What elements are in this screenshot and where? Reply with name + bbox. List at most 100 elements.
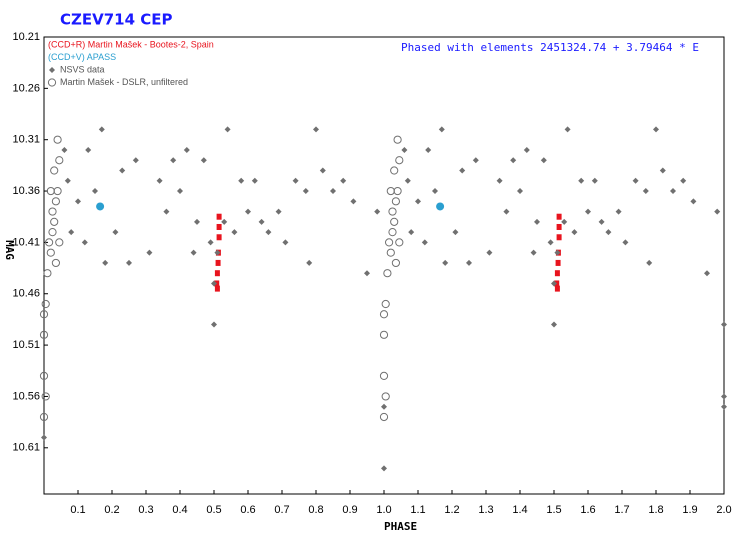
x-tick-label: 0.9	[342, 504, 357, 516]
point	[432, 188, 438, 195]
x-tick-label: 1.2	[444, 504, 459, 516]
x-tick-label: 0.7	[274, 504, 289, 516]
point	[258, 218, 265, 225]
legend-label: NSVS data	[60, 64, 105, 74]
point	[39, 310, 49, 319]
point	[190, 249, 197, 256]
point	[216, 223, 222, 230]
y-tick-label: 10.61	[12, 442, 40, 454]
point	[379, 330, 389, 339]
point	[721, 393, 727, 400]
point	[275, 208, 282, 215]
point	[408, 229, 415, 236]
point	[112, 229, 119, 236]
legend-label: (CCD+V) APASS	[48, 52, 116, 62]
point	[381, 299, 390, 309]
point	[523, 146, 530, 153]
y-tick-label: 10.26	[12, 82, 40, 94]
point	[540, 157, 547, 164]
legend-marker	[47, 78, 57, 87]
point	[714, 208, 721, 215]
x-tick-label: 0.8	[308, 504, 323, 516]
point	[721, 321, 727, 328]
point	[211, 321, 217, 328]
point	[554, 249, 561, 256]
y-tick-label: 10.46	[12, 288, 40, 300]
point	[330, 188, 336, 195]
point	[534, 218, 540, 225]
point	[200, 157, 207, 164]
point	[381, 465, 387, 472]
point	[442, 259, 449, 266]
point	[390, 217, 399, 226]
point	[231, 229, 238, 236]
point	[381, 403, 387, 410]
x-tick-label: 1.0	[376, 504, 391, 516]
point	[119, 167, 126, 174]
point	[81, 239, 88, 246]
point	[646, 259, 653, 266]
y-tick-label: 10.51	[12, 339, 40, 351]
point	[564, 126, 571, 133]
point	[41, 299, 50, 309]
point	[379, 310, 389, 319]
point	[632, 177, 639, 184]
point	[425, 146, 432, 153]
point	[466, 259, 472, 266]
x-tick-label: 0.5	[206, 504, 221, 516]
point	[102, 259, 109, 266]
point	[388, 207, 397, 216]
plot-frame	[43, 36, 725, 495]
point	[459, 167, 466, 174]
legend-marker	[49, 67, 55, 73]
point	[214, 285, 220, 292]
point	[39, 330, 49, 339]
point	[170, 157, 177, 164]
x-tick-label: 2.0	[716, 504, 731, 516]
point	[404, 177, 411, 184]
point	[395, 156, 404, 165]
y-tick-label: 10.21	[12, 31, 40, 43]
point	[393, 135, 402, 144]
point	[68, 229, 75, 236]
x-tick-label: 1.7	[614, 504, 629, 516]
x-tick-label: 0.3	[138, 504, 153, 516]
point	[598, 218, 605, 225]
point	[395, 238, 404, 247]
y-axis-label: MAG	[3, 240, 16, 260]
point	[391, 258, 400, 268]
y-tick-label: 10.41	[12, 236, 40, 248]
point	[452, 229, 459, 236]
point	[292, 177, 299, 184]
point	[350, 198, 357, 205]
point	[48, 228, 57, 237]
point	[211, 280, 217, 287]
point	[251, 177, 258, 184]
point	[390, 166, 399, 175]
point	[561, 218, 568, 225]
point	[98, 126, 105, 133]
point	[554, 285, 560, 292]
point	[51, 258, 61, 268]
point	[364, 270, 370, 277]
point	[214, 249, 221, 256]
point	[216, 213, 222, 220]
x-tick-label: 0.4	[172, 504, 187, 516]
point	[510, 157, 517, 164]
point	[156, 177, 163, 184]
point	[39, 371, 49, 380]
point	[393, 186, 402, 196]
point	[556, 223, 562, 230]
point	[374, 208, 381, 215]
point	[53, 135, 62, 144]
x-axis-label: PHASE	[384, 520, 417, 533]
point	[551, 321, 557, 328]
point	[319, 167, 326, 174]
point	[41, 434, 47, 441]
point	[207, 239, 214, 246]
point	[421, 239, 428, 246]
point	[472, 157, 479, 164]
point	[554, 270, 560, 277]
point	[53, 186, 62, 196]
y-tick-label: 10.56	[12, 390, 40, 402]
